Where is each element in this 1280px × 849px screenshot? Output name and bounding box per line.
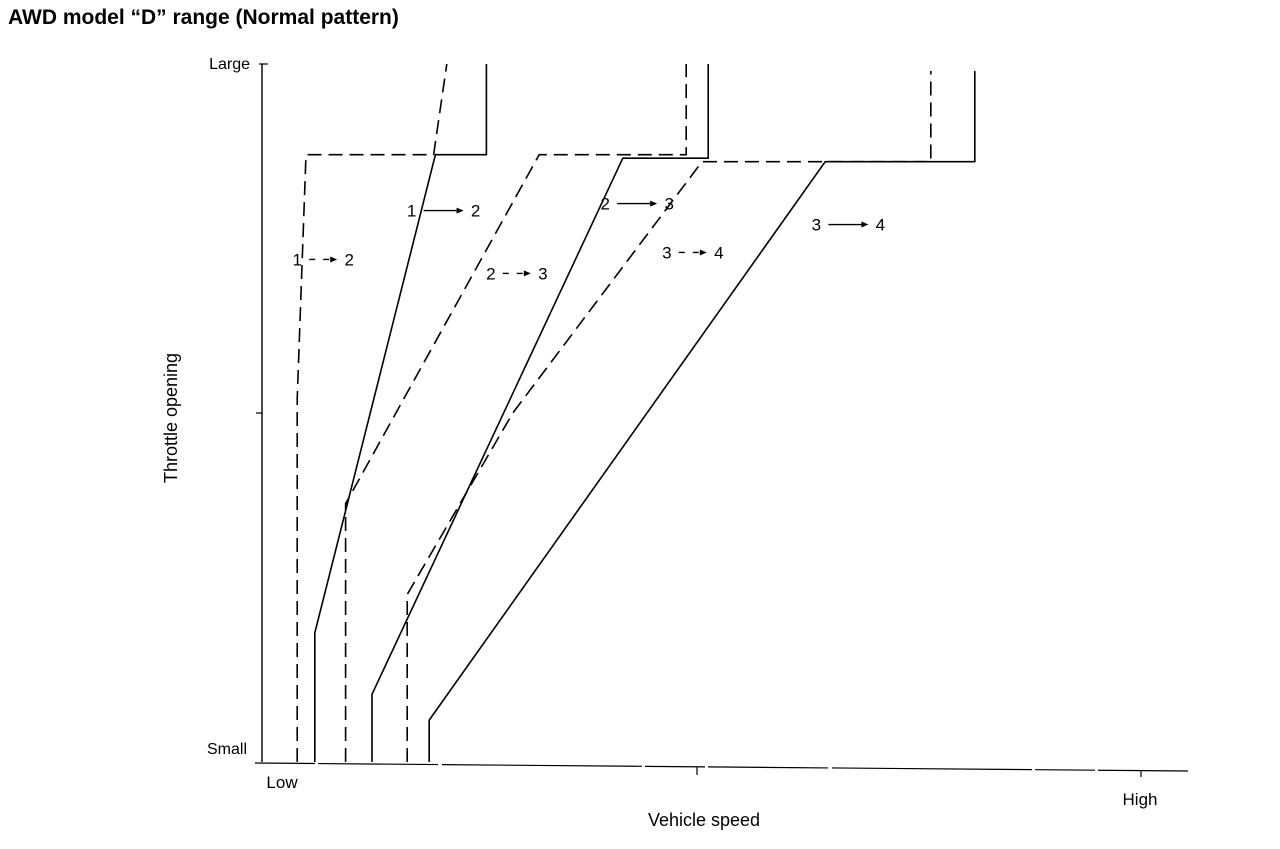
series-4-solid-line: [428, 71, 976, 762]
annotation-arrow-head: [650, 200, 658, 207]
x-axis-label: Vehicle speed: [648, 810, 760, 830]
y-tick-label-large: Large: [209, 56, 250, 73]
annotation-to-label: 3: [664, 195, 673, 214]
annotation-from-label: 2: [486, 264, 495, 283]
annotation-to-label: 3: [538, 264, 547, 283]
annotation-arrow-head: [861, 221, 869, 228]
annotation-from-label: 1: [292, 250, 301, 269]
annotation-to-label: 2: [344, 250, 353, 269]
axes: Large Small Low High Vehicle speed Throt…: [161, 56, 1189, 830]
annotation-to-label: 4: [876, 216, 885, 235]
x-tick-label-high: High: [1123, 790, 1158, 809]
y-axis-label: Throttle opening: [161, 353, 181, 483]
y-tick-label-small: Small: [207, 741, 247, 758]
annotation-from-label: 2: [600, 195, 609, 214]
series-2-solid-line: [371, 64, 710, 762]
annotation-from-label: 3: [662, 243, 671, 262]
series-0-solid-line: [313, 64, 488, 762]
series-3-dashed-line: [344, 64, 688, 762]
x-axis-line: [254, 762, 1189, 772]
series-5-dashed-line: [406, 71, 932, 762]
annotation-arrow-head: [699, 249, 707, 256]
x-tick-label-low: Low: [266, 773, 298, 792]
annotation-from-label: 1: [407, 202, 416, 221]
annotation-to-label: 2: [471, 202, 480, 221]
chart-title: AWD model “D” range (Normal pattern): [8, 6, 399, 29]
annotation-arrow-head: [523, 270, 531, 277]
annotation-from-label: 3: [812, 216, 821, 235]
annotation-arrow-head: [330, 256, 338, 263]
annotation-layer: 1 21 22 32 33 43 4: [292, 195, 885, 284]
series-1-dashed-line: [296, 63, 448, 762]
annotation-arrow-head: [456, 207, 464, 214]
annotation-to-label: 4: [714, 243, 723, 262]
series-layer: [296, 63, 976, 762]
